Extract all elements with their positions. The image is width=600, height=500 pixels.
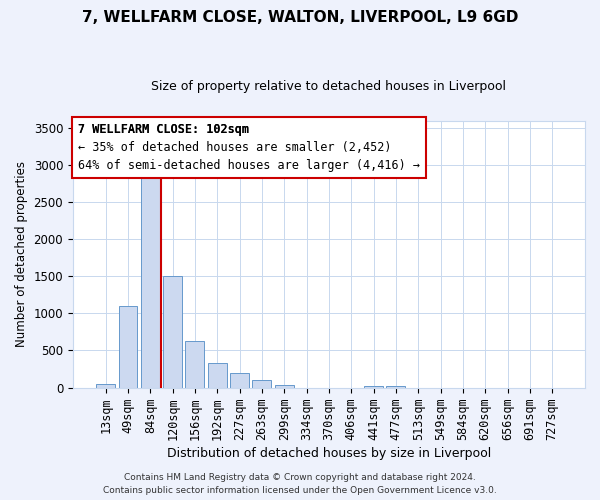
Bar	[163, 276, 182, 388]
Text: Contains HM Land Registry data © Crown copyright and database right 2024.
Contai: Contains HM Land Registry data © Crown c…	[103, 474, 497, 495]
Bar	[96, 384, 115, 388]
Bar	[386, 386, 406, 388]
Bar	[230, 373, 249, 388]
Bar	[141, 172, 160, 388]
Text: 7, WELLFARM CLOSE, WALTON, LIVERPOOL, L9 6GD: 7, WELLFARM CLOSE, WALTON, LIVERPOOL, L9…	[82, 10, 518, 25]
Bar	[364, 386, 383, 388]
Bar	[185, 341, 205, 388]
Bar	[119, 306, 137, 388]
Text: 7 WELLFARM CLOSE: 102sqm
← 35% of detached houses are smaller (2,452)
64% of sem: 7 WELLFARM CLOSE: 102sqm ← 35% of detach…	[78, 123, 420, 172]
X-axis label: Distribution of detached houses by size in Liverpool: Distribution of detached houses by size …	[167, 447, 491, 460]
Bar	[208, 363, 227, 388]
Y-axis label: Number of detached properties: Number of detached properties	[15, 161, 28, 347]
Title: Size of property relative to detached houses in Liverpool: Size of property relative to detached ho…	[151, 80, 506, 93]
Text: 7 WELLFARM CLOSE: 102sqm: 7 WELLFARM CLOSE: 102sqm	[78, 123, 249, 136]
Bar	[253, 380, 271, 388]
Bar	[275, 384, 294, 388]
